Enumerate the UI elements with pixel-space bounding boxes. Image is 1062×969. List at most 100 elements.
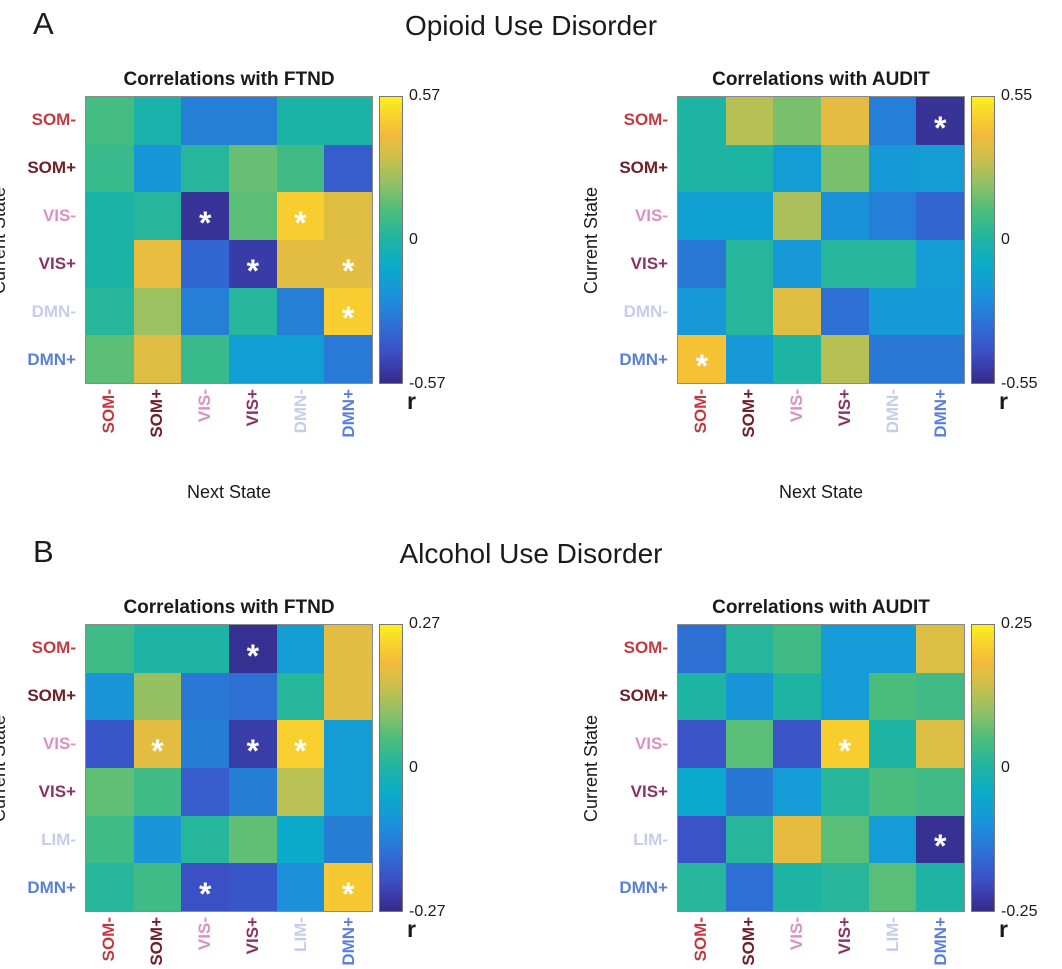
col-tick-label: SOM+: [147, 389, 167, 438]
row-tick-label: SOM-: [31, 638, 76, 657]
colorbar-area: 0.57 0 -0.57 r: [373, 87, 483, 414]
heatmap-cell: [678, 863, 726, 911]
col-labels: SOM- SOM+ VIS- VIS+ LIM- DMN+: [677, 912, 965, 969]
heatmap-cell: [276, 335, 325, 383]
row-tick-label: VIS-: [42, 734, 76, 753]
colorbar-label: r: [999, 916, 1008, 942]
col-labels: SOM- SOM+ VIS- VIS+ DMN- DMN+: [677, 384, 965, 478]
col-tick-label: DMN-: [883, 389, 903, 434]
colorbar: [379, 96, 403, 384]
heatmap-cell: [821, 625, 869, 673]
col-tick-cell: SOM+: [133, 389, 181, 478]
heatmap-cell: [821, 192, 869, 240]
col-tick-cell: VIS+: [821, 389, 869, 478]
col-tick-cell: VIS+: [229, 917, 277, 969]
heatmap-cell: *: [324, 287, 372, 336]
heatmap-cell: *: [181, 863, 229, 911]
heatmap-cell: [181, 625, 229, 673]
heatmap-cell: [324, 335, 372, 383]
colorbar-label: r: [999, 388, 1008, 414]
colorbar-tick: -0.57: [409, 375, 446, 392]
col-tick-cell: LIM-: [869, 917, 917, 969]
col-tick-label: DMN+: [339, 389, 359, 438]
heatmap-cell: [678, 625, 726, 673]
heatmap-cell: [678, 97, 726, 145]
heatmap-cell: [916, 144, 964, 193]
heatmap-cell: [725, 335, 774, 383]
heatmap-cell: [821, 144, 869, 193]
panel-B-letter: B: [33, 534, 54, 569]
heatmap-grid: * *: [677, 624, 965, 912]
significance-asterisk: *: [198, 876, 212, 913]
heatmap-cell: [276, 287, 325, 336]
significance-asterisk: *: [838, 733, 852, 770]
significance-asterisk: *: [341, 876, 355, 913]
col-tick-cell: DMN-: [277, 389, 325, 478]
heatmap-cell: [725, 863, 774, 911]
colorbar-tick: 0: [409, 231, 418, 248]
col-tick-cell: SOM+: [725, 389, 773, 478]
heatmap-cell: [725, 768, 774, 816]
colorbar-tick: -0.55: [1001, 375, 1038, 392]
row-tick-label: LIM-: [633, 830, 668, 849]
heatmap-cell: [181, 768, 229, 816]
heatmap-aud-ftnd: Correlations with FTND Current State SOM- S…: [0, 592, 483, 969]
row-tick-label: DMN+: [27, 350, 76, 369]
heatmap-cell: [86, 672, 134, 721]
heatmap-oud-ftnd: Correlations with FTND Current State SOM- S…: [0, 64, 483, 506]
row-tick-label: SOM-: [623, 110, 668, 129]
heatmap-cell: [86, 863, 134, 911]
heatmap-cell: [86, 287, 134, 336]
col-tick-label: VIS+: [243, 389, 263, 427]
row-tick-label: VIS+: [630, 782, 668, 801]
row-tick-label: DMN+: [27, 878, 76, 897]
significance-asterisk: *: [151, 733, 164, 770]
heatmap-cell: [678, 192, 726, 240]
col-tick-label: VIS-: [195, 917, 215, 951]
colorbar-area: 0.25 0 -0.25 r: [965, 615, 1062, 942]
col-tick-cell: LIM-: [277, 917, 325, 969]
colorbar-tick: 0: [409, 759, 418, 776]
y-axis-label: Current State: [0, 714, 10, 822]
col-tick-label: SOM-: [691, 389, 711, 434]
heatmap-cell: [276, 815, 325, 864]
heatmap-cell: [725, 144, 774, 193]
heatmap-cell: [133, 192, 182, 240]
significance-asterisk: *: [246, 733, 260, 770]
heatmap-cell: [324, 192, 372, 240]
y-axis-label: Current State: [0, 186, 10, 294]
heatmap-grid: * * * * * *: [85, 624, 373, 912]
heatmap-cell: [821, 240, 869, 288]
col-labels: SOM- SOM+ VIS- VIS+ DMN- DMN+: [85, 384, 373, 478]
heatmap-cell: [725, 240, 774, 288]
heatmap-cell: [276, 144, 325, 193]
heatmap-title: Correlations with AUDIT: [712, 597, 930, 618]
colorbar: [971, 624, 995, 912]
colorbar-tick: 0.25: [1001, 615, 1033, 632]
heatmap-cell: [773, 287, 821, 336]
heatmap-cell: *: [229, 720, 277, 768]
colorbar-tick: -0.25: [1001, 903, 1038, 920]
heatmap-cell: [276, 863, 325, 911]
heatmap-cell: [868, 720, 917, 768]
heatmap-cell: [324, 815, 372, 864]
heatmap-cell: *: [133, 720, 182, 768]
heatmap-cell: [725, 287, 774, 336]
heatmap-cell: [133, 335, 182, 383]
row-tick-label: SOM+: [27, 158, 76, 177]
heatmap-cell: [678, 815, 726, 864]
heatmap-cell: [773, 625, 821, 673]
row-tick-label: DMN-: [31, 302, 76, 321]
significance-asterisk: *: [294, 205, 307, 242]
heatmap-cell: [229, 815, 277, 864]
colorbar-area: 0.27 0 -0.27 r: [373, 615, 483, 942]
col-tick-cell: SOM+: [133, 917, 181, 969]
heatmap-cell: [276, 97, 325, 145]
heatmap-cell: [133, 287, 182, 336]
significance-asterisk: *: [246, 637, 260, 674]
heatmap-cell: [324, 672, 372, 721]
row-tick-label: VIS+: [630, 254, 668, 273]
heatmap-cell: [773, 815, 821, 864]
col-tick-label: DMN+: [931, 917, 951, 966]
heatmap-cell: [868, 97, 917, 145]
